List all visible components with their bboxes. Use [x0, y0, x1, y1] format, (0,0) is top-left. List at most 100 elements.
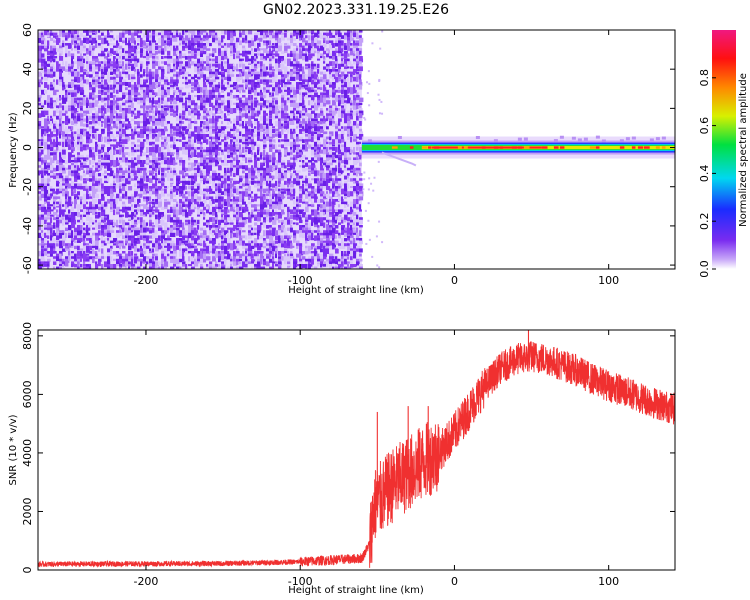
- noise-cell: [188, 245, 192, 250]
- noise-cell: [155, 115, 158, 119]
- noise-cell: [242, 154, 246, 159]
- noise-cell: [284, 219, 289, 224]
- noise-cell: [125, 50, 129, 55]
- noise-cell: [65, 95, 68, 99]
- noise-cell: [68, 105, 73, 108]
- noise-cell: [143, 95, 147, 100]
- noise-cell: [152, 32, 156, 35]
- noise-cell: [155, 196, 158, 201]
- noise-cell: [38, 74, 41, 79]
- noise-cell: [197, 186, 200, 191]
- noise-cell: [203, 154, 206, 158]
- noise-cell: [101, 53, 106, 57]
- noise-cell: [59, 173, 63, 178]
- noise-cell: [92, 126, 95, 130]
- noise-cell: [128, 102, 132, 108]
- noise-cell: [149, 206, 154, 212]
- noise-cell: [197, 50, 201, 56]
- noise-cell: [281, 162, 286, 166]
- noise-cell: [149, 43, 152, 48]
- noise-cell: [110, 230, 115, 233]
- noise-cell: [251, 40, 255, 47]
- noise-cell: [275, 173, 278, 178]
- noise-cell: [56, 253, 60, 257]
- noise-cell: [86, 209, 89, 214]
- noise-cell: [77, 256, 81, 261]
- noise-cell: [134, 121, 139, 125]
- noise-cell: [197, 37, 201, 40]
- noise-cell: [212, 35, 216, 39]
- noise-cell: [254, 232, 257, 235]
- noise-cell: [98, 76, 101, 80]
- noise-cell: [134, 183, 137, 188]
- noise-cell: [59, 123, 62, 128]
- noise-cell: [155, 56, 159, 60]
- noise-cell: [80, 100, 83, 103]
- noise-cell: [284, 170, 288, 173]
- noise-cell: [218, 253, 222, 258]
- noise-cell: [131, 110, 135, 115]
- noise-cell: [266, 160, 269, 163]
- noise-cell: [266, 193, 271, 197]
- noise-cell: [203, 50, 207, 55]
- noise-cell: [131, 134, 135, 140]
- noise-cell: [182, 30, 185, 35]
- noise-cell: [83, 186, 86, 190]
- noise-cell: [38, 264, 42, 269]
- noise-cell: [47, 45, 50, 49]
- noise-cell: [278, 204, 282, 210]
- noise-cell: [125, 191, 128, 197]
- noise-cell: [173, 243, 176, 248]
- noise-cell: [125, 253, 129, 259]
- noise-cell: [116, 126, 119, 130]
- noise-cell: [236, 76, 241, 82]
- noise-cell: [104, 214, 108, 217]
- noise-cell: [224, 222, 228, 226]
- noise-cell: [44, 89, 48, 94]
- noise-cell: [80, 118, 84, 121]
- noise-cell: [71, 230, 74, 236]
- noise-cell: [140, 40, 144, 45]
- noise-cell: [50, 170, 54, 176]
- noise-cell: [56, 79, 59, 85]
- noise-cell: [224, 53, 227, 58]
- noise-cell: [110, 63, 114, 69]
- noise-cell: [143, 204, 148, 209]
- noise-cell: [233, 261, 238, 266]
- noise-cell: [251, 95, 254, 100]
- noise-cell: [50, 147, 54, 152]
- noise-cell: [257, 126, 260, 131]
- noise-cell: [158, 240, 161, 244]
- noise-cell: [155, 209, 160, 213]
- noise-cell: [74, 264, 78, 268]
- noise-cell: [278, 173, 283, 179]
- noise-cell: [227, 160, 230, 163]
- noise-cell: [161, 35, 164, 40]
- noise-cell: [257, 74, 261, 77]
- noise-cell: [134, 222, 138, 225]
- noise-cell: [164, 256, 167, 262]
- noise-cell: [167, 89, 170, 96]
- noise-cell: [266, 118, 269, 123]
- noise-cell: [152, 63, 156, 69]
- noise-cell: [251, 180, 255, 185]
- noise-cell: [62, 160, 65, 163]
- noise-cell: [98, 162, 101, 166]
- noise-cell: [146, 160, 149, 163]
- noise-cell: [113, 69, 117, 75]
- noise-cell: [215, 196, 218, 201]
- noise-cell: [74, 102, 77, 107]
- noise-cell: [131, 178, 134, 181]
- noise-cell: [197, 253, 202, 259]
- noise-cell: [260, 87, 263, 90]
- noise-cell: [194, 173, 198, 177]
- noise-cell: [158, 243, 162, 248]
- noise-cell: [53, 212, 58, 216]
- noise-cell: [167, 50, 171, 56]
- noise-cell: [233, 147, 236, 152]
- noise-cell: [221, 204, 224, 209]
- noise-cell: [62, 266, 65, 269]
- noise-cell: [134, 245, 137, 252]
- noise-cell: [71, 243, 74, 247]
- noise-cell: [137, 82, 141, 88]
